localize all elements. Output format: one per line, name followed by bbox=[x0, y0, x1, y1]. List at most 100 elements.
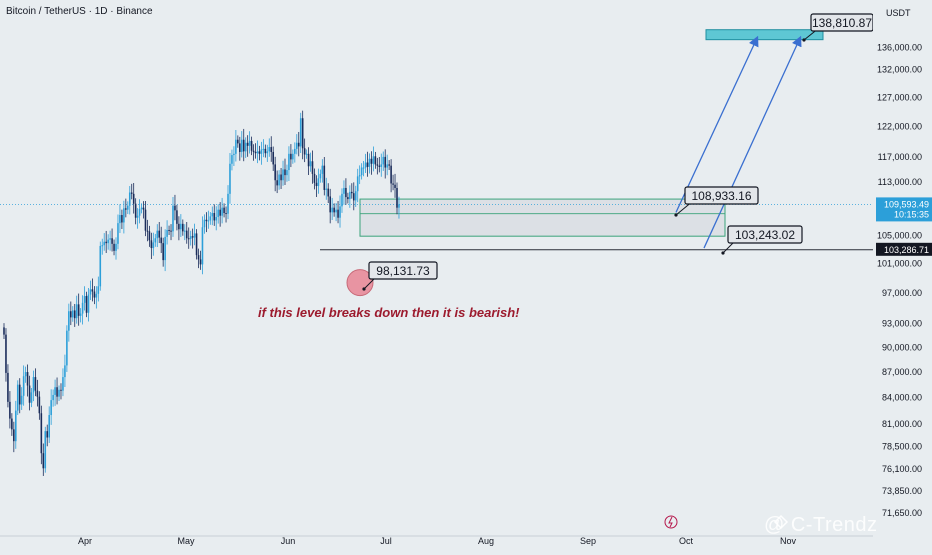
y-tick-label: 93,000.00 bbox=[882, 319, 922, 329]
candle-body bbox=[213, 213, 216, 221]
candle-body bbox=[121, 215, 123, 223]
candle-body bbox=[294, 148, 296, 154]
price-axis-area bbox=[873, 0, 932, 550]
candle-body bbox=[195, 233, 198, 256]
candle-body bbox=[337, 209, 339, 218]
candle-body bbox=[386, 164, 388, 168]
candle-body bbox=[18, 384, 21, 405]
candle-body bbox=[327, 188, 330, 197]
candle-body bbox=[60, 389, 62, 391]
candle-body bbox=[144, 209, 147, 231]
candle-body bbox=[290, 153, 292, 160]
candle-body bbox=[138, 209, 141, 216]
candle-body bbox=[70, 311, 72, 318]
candle-body bbox=[394, 184, 396, 188]
candle-body bbox=[5, 334, 7, 373]
candle-body bbox=[170, 230, 172, 232]
candle-body bbox=[311, 161, 314, 174]
candle-body bbox=[321, 165, 324, 174]
y-tick-label: 101,000.00 bbox=[877, 259, 922, 269]
candle-body bbox=[301, 118, 304, 149]
candle-body bbox=[152, 242, 155, 249]
candle-body bbox=[219, 209, 221, 216]
candle-body bbox=[14, 410, 17, 442]
candle-body bbox=[268, 147, 271, 152]
candle-body bbox=[270, 147, 273, 152]
candle-body bbox=[32, 377, 35, 393]
candle-body bbox=[56, 387, 58, 397]
candle-body bbox=[3, 327, 5, 335]
candle-body bbox=[274, 164, 276, 181]
candle-body bbox=[125, 208, 127, 210]
candle-body bbox=[390, 165, 392, 184]
candle-body bbox=[73, 310, 76, 319]
candle-body bbox=[307, 153, 310, 167]
candle-body bbox=[136, 215, 139, 218]
candle-body bbox=[156, 230, 159, 239]
candle-body bbox=[205, 219, 208, 222]
candle-body bbox=[7, 372, 9, 402]
y-tick-label: 73,850.00 bbox=[882, 486, 922, 496]
watermark-logo-icon bbox=[773, 514, 789, 530]
candle-body bbox=[162, 243, 164, 261]
candle-body bbox=[109, 238, 111, 240]
low-label-text: 98,131.73 bbox=[376, 264, 430, 278]
x-tick-label: Apr bbox=[78, 536, 92, 546]
candle-body bbox=[303, 148, 306, 155]
candle-body bbox=[187, 238, 190, 240]
candle-body bbox=[225, 213, 227, 215]
candle-body bbox=[229, 163, 231, 194]
candle-body bbox=[366, 162, 369, 167]
x-tick-label: Jun bbox=[281, 536, 296, 546]
y-tick-label: 78,500.00 bbox=[882, 442, 922, 452]
lightning-icon[interactable] bbox=[664, 515, 678, 529]
candle-body bbox=[111, 238, 113, 244]
x-tick-label: Nov bbox=[780, 536, 797, 546]
candle-body bbox=[174, 205, 176, 211]
y-tick-label: 97,000.00 bbox=[882, 288, 922, 298]
y-tick-label: 132,000.00 bbox=[877, 64, 922, 74]
low-marker-circle bbox=[346, 269, 374, 297]
y-tick-label: 71,650.00 bbox=[882, 508, 922, 518]
candle-body bbox=[323, 165, 326, 190]
candle-body bbox=[99, 245, 102, 287]
candle-body bbox=[256, 151, 259, 154]
candle-body bbox=[351, 191, 353, 194]
candle-body bbox=[260, 149, 263, 154]
candle-body bbox=[272, 151, 275, 165]
candle-body bbox=[313, 173, 316, 183]
resistance-label-pointer-dot bbox=[674, 213, 678, 217]
overlays: 138,810.87 108,933.16 103,243.02 98,131.73 i… bbox=[258, 13, 874, 530]
candle-body bbox=[178, 223, 180, 230]
support-label-box bbox=[727, 225, 803, 244]
candle-body bbox=[97, 286, 100, 294]
candle-body bbox=[305, 153, 308, 155]
current-price-tag-bg bbox=[876, 197, 932, 222]
candle-body bbox=[345, 187, 347, 198]
candle-body bbox=[354, 191, 357, 201]
candle-body bbox=[48, 415, 50, 438]
candle-body bbox=[384, 156, 387, 168]
candle-body bbox=[297, 142, 300, 147]
candle-body bbox=[66, 330, 68, 366]
candle-body bbox=[189, 236, 192, 239]
candle-body bbox=[246, 142, 249, 146]
x-tick-label: Oct bbox=[679, 536, 694, 546]
current-price-tag: 109,593.49 bbox=[884, 199, 929, 209]
candle-body bbox=[150, 240, 153, 249]
candle-body bbox=[34, 377, 37, 391]
candle-body bbox=[158, 230, 161, 238]
candle-body bbox=[250, 140, 253, 151]
candle-body bbox=[148, 231, 151, 241]
candle-body bbox=[107, 239, 109, 244]
candle-body bbox=[325, 188, 328, 190]
candle-body bbox=[341, 193, 343, 207]
candle-body bbox=[227, 193, 229, 214]
candle-body bbox=[11, 418, 13, 430]
y-tick-label: 136,000.00 bbox=[877, 43, 922, 53]
candle-body bbox=[378, 165, 381, 167]
candle-body bbox=[185, 230, 188, 239]
candle-body bbox=[75, 304, 78, 319]
